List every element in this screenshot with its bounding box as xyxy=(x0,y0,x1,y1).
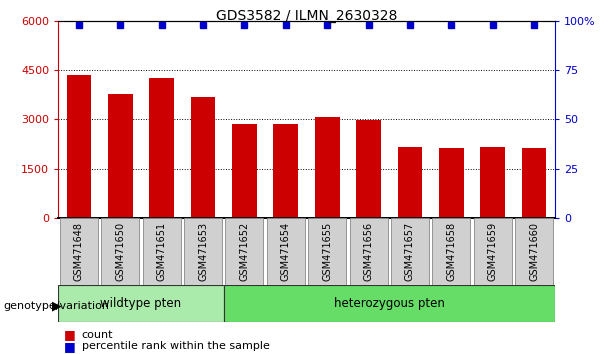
Bar xyxy=(149,78,174,218)
Bar xyxy=(273,124,298,218)
Bar xyxy=(522,148,547,218)
FancyBboxPatch shape xyxy=(143,218,181,285)
Text: GSM471652: GSM471652 xyxy=(240,222,249,281)
Bar xyxy=(66,75,91,218)
FancyBboxPatch shape xyxy=(60,218,98,285)
Bar xyxy=(397,147,422,218)
Text: GSM471654: GSM471654 xyxy=(281,222,291,281)
Text: GSM471658: GSM471658 xyxy=(446,222,456,281)
Text: ▶: ▶ xyxy=(51,300,61,313)
Text: GDS3582 / ILMN_2630328: GDS3582 / ILMN_2630328 xyxy=(216,9,397,23)
Bar xyxy=(439,148,463,218)
Text: GSM471651: GSM471651 xyxy=(157,222,167,281)
Bar xyxy=(108,94,132,218)
FancyBboxPatch shape xyxy=(432,218,470,285)
Text: GSM471660: GSM471660 xyxy=(529,222,539,281)
Bar xyxy=(315,117,340,218)
FancyBboxPatch shape xyxy=(515,218,553,285)
Text: ■: ■ xyxy=(64,328,76,341)
FancyBboxPatch shape xyxy=(224,285,555,322)
Text: percentile rank within the sample: percentile rank within the sample xyxy=(82,341,269,351)
Text: GSM471653: GSM471653 xyxy=(198,222,208,281)
Text: GSM471650: GSM471650 xyxy=(115,222,125,281)
FancyBboxPatch shape xyxy=(308,218,346,285)
Text: ■: ■ xyxy=(64,340,76,353)
Text: heterozygous pten: heterozygous pten xyxy=(334,297,444,310)
Text: GSM471648: GSM471648 xyxy=(74,222,84,281)
FancyBboxPatch shape xyxy=(58,285,224,322)
FancyBboxPatch shape xyxy=(391,218,429,285)
Text: count: count xyxy=(82,330,113,339)
Bar xyxy=(481,147,505,218)
Bar xyxy=(356,120,381,218)
FancyBboxPatch shape xyxy=(349,218,387,285)
Bar xyxy=(232,124,257,218)
Text: wildtype pten: wildtype pten xyxy=(101,297,181,310)
FancyBboxPatch shape xyxy=(267,218,305,285)
Text: GSM471655: GSM471655 xyxy=(322,222,332,281)
Text: GSM471657: GSM471657 xyxy=(405,222,415,281)
Text: GSM471656: GSM471656 xyxy=(364,222,373,281)
FancyBboxPatch shape xyxy=(474,218,512,285)
FancyBboxPatch shape xyxy=(226,218,264,285)
FancyBboxPatch shape xyxy=(184,218,222,285)
FancyBboxPatch shape xyxy=(101,218,139,285)
Bar xyxy=(191,97,216,218)
Text: genotype/variation: genotype/variation xyxy=(3,301,109,311)
Text: GSM471659: GSM471659 xyxy=(488,222,498,281)
